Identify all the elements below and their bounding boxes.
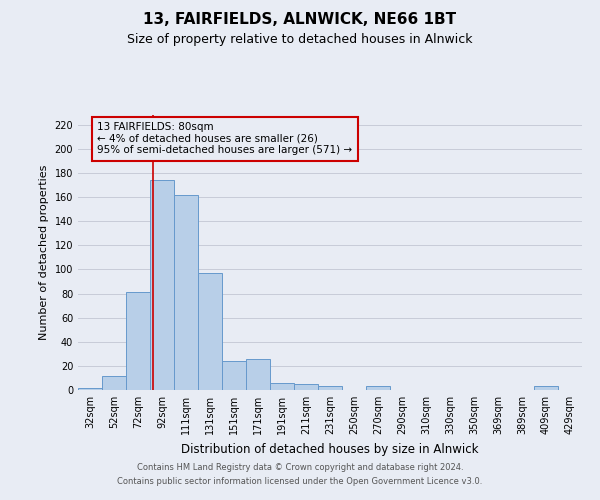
Bar <box>222 361 246 390</box>
Bar <box>102 376 126 390</box>
Bar <box>126 292 150 390</box>
Bar <box>150 180 174 390</box>
Text: Contains public sector information licensed under the Open Government Licence v3: Contains public sector information licen… <box>118 477 482 486</box>
Bar <box>246 358 270 390</box>
Bar <box>198 273 222 390</box>
Bar <box>294 384 318 390</box>
Text: Size of property relative to detached houses in Alnwick: Size of property relative to detached ho… <box>127 32 473 46</box>
Y-axis label: Number of detached properties: Number of detached properties <box>39 165 49 340</box>
Text: 13 FAIRFIELDS: 80sqm
← 4% of detached houses are smaller (26)
95% of semi-detach: 13 FAIRFIELDS: 80sqm ← 4% of detached ho… <box>97 122 352 156</box>
Text: Contains HM Land Registry data © Crown copyright and database right 2024.: Contains HM Land Registry data © Crown c… <box>137 464 463 472</box>
Bar <box>174 194 198 390</box>
Bar <box>78 388 102 390</box>
Bar <box>366 386 390 390</box>
Bar <box>270 383 294 390</box>
X-axis label: Distribution of detached houses by size in Alnwick: Distribution of detached houses by size … <box>181 442 479 456</box>
Text: 13, FAIRFIELDS, ALNWICK, NE66 1BT: 13, FAIRFIELDS, ALNWICK, NE66 1BT <box>143 12 457 28</box>
Bar <box>318 386 342 390</box>
Bar <box>534 386 558 390</box>
